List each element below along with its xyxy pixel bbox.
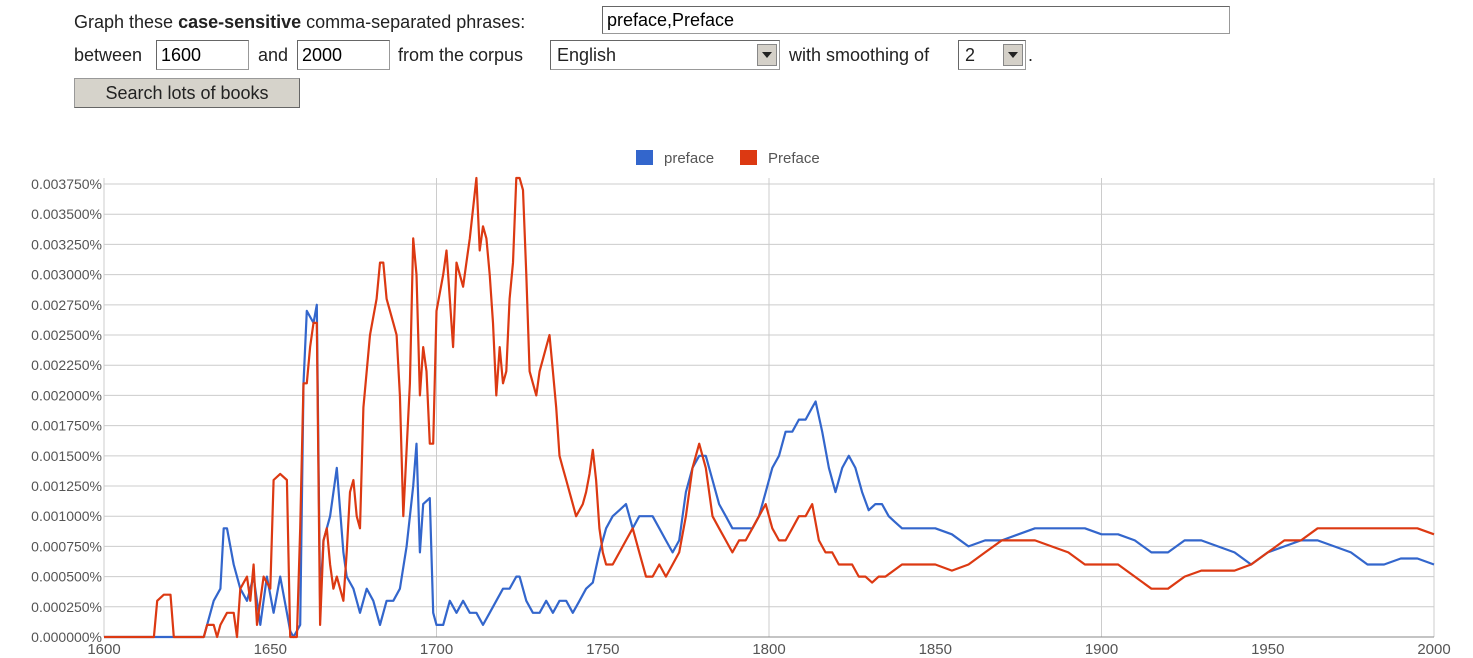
y-tick-label: 0.000250%: [31, 599, 102, 615]
smoothing-select[interactable]: 2: [958, 40, 1026, 70]
y-tick-label: 0.001500%: [31, 448, 102, 464]
corpus-select[interactable]: English: [550, 40, 780, 70]
legend-label: preface: [664, 150, 714, 167]
chart-grid: [103, 178, 1435, 638]
x-tick-label: 1850: [919, 641, 952, 658]
and-label: and: [258, 45, 289, 65]
x-tick-label: 1900: [1085, 641, 1118, 658]
x-tick-label: 1750: [586, 641, 619, 658]
phrase-row: Graph these case-sensitive comma-separat…: [74, 6, 1244, 38]
y-tick-label: 0.003750%: [31, 176, 102, 192]
y-tick-label: 0.002250%: [31, 357, 102, 373]
between-label: between: [74, 45, 143, 65]
smoothing-select-value: 2: [965, 45, 976, 65]
y-tick-label: 0.000000%: [31, 629, 102, 645]
x-tick-label: 1600: [87, 641, 120, 658]
y-tick-label: 0.002750%: [31, 297, 102, 313]
legend-swatch: [740, 150, 757, 165]
y-tick-label: 0.003500%: [31, 206, 102, 222]
legend-label: Preface: [768, 150, 820, 167]
options-row: between and from the corpus English with…: [74, 40, 1274, 72]
y-tick-label: 0.001750%: [31, 418, 102, 434]
x-tick-label: 1650: [254, 641, 287, 658]
x-tick-label: 1950: [1251, 641, 1284, 658]
y-tick-label: 0.002000%: [31, 387, 102, 403]
y-tick-label: 0.001000%: [31, 508, 102, 524]
period: .: [1028, 45, 1034, 65]
y-tick-label: 0.001250%: [31, 478, 102, 494]
end-year-input[interactable]: [297, 40, 390, 70]
phrases-label-bold: case-sensitive: [178, 12, 302, 32]
ngram-chart: 0.000000% 0.000250% 0.000500% 0.000750% 0.00…: [31, 150, 1451, 658]
chevron-down-icon[interactable]: [1003, 44, 1023, 66]
phrases-label-suffix: comma-separated phrases:: [301, 12, 526, 32]
smoothing-label: with smoothing of: [789, 45, 930, 65]
corpus-label: from the corpus: [398, 45, 524, 65]
y-tick-label: 0.003250%: [31, 236, 102, 252]
y-tick-label: 0.002500%: [31, 327, 102, 343]
x-tick-label: 1800: [752, 641, 785, 658]
chart-legend: preface Preface: [636, 150, 820, 167]
y-tick-label: 0.000500%: [31, 569, 102, 585]
chevron-down-icon[interactable]: [757, 44, 777, 66]
series-line-preface: [104, 303, 1435, 639]
chart-series: [104, 176, 1435, 639]
start-year-input[interactable]: [156, 40, 249, 70]
phrases-label-prefix: Graph these: [74, 12, 179, 32]
x-tick-label: 2000: [1417, 641, 1450, 658]
phrases-label: Graph these case-sensitive comma-separat…: [74, 12, 525, 33]
y-tick-label: 0.003000%: [31, 267, 102, 283]
search-button[interactable]: Search lots of books: [74, 78, 300, 108]
series-line-preface-capitalized: [104, 176, 1435, 639]
y-axis-ticks: 0.000000% 0.000250% 0.000500% 0.000750% 0.00…: [31, 176, 102, 645]
legend-swatch: [636, 150, 653, 165]
y-tick-label: 0.000750%: [31, 538, 102, 554]
x-tick-label: 1700: [420, 641, 453, 658]
x-axis-ticks: 1600 1650 1700 1750 1800 1850 1900 1950 2000: [87, 641, 1450, 658]
phrases-input[interactable]: [602, 6, 1230, 34]
corpus-select-value: English: [557, 45, 617, 65]
